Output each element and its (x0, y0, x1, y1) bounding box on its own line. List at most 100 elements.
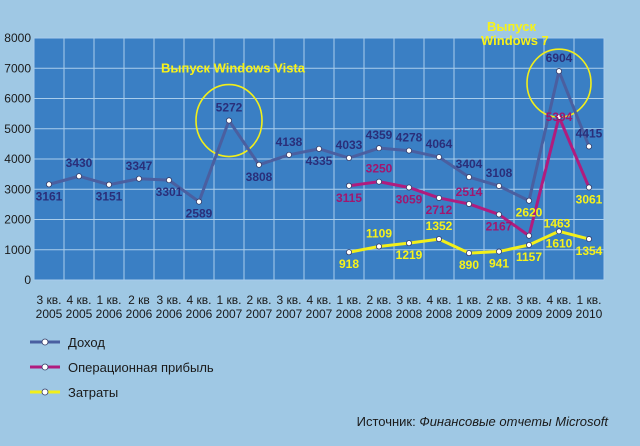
x-tick-year: 2005 (66, 307, 93, 321)
data-label-profit: 2712 (426, 203, 453, 217)
data-label-costs: 1352 (426, 219, 453, 233)
legend-swatch-marker (41, 388, 49, 396)
legend-label: Доход (68, 335, 105, 350)
x-tick-year: 2007 (216, 307, 243, 321)
gridlines (33, 37, 605, 281)
annotation-line: Windows 7 (481, 33, 549, 48)
series-point-0 (106, 181, 113, 188)
x-tick-quarter: 3 кв. (37, 293, 62, 307)
annotations: Выпуск Windows Vista Выпуск Windows 7 (161, 19, 592, 158)
series-point-0 (255, 161, 262, 168)
data-label-income: 4138 (276, 135, 303, 149)
series-point-0 (165, 177, 172, 184)
series-point-0 (526, 197, 533, 204)
x-tick-label: 3 кв. 2009 (516, 293, 543, 321)
series-point-1 (586, 184, 593, 191)
x-tick-label: 3 кв. 2005 (36, 293, 63, 321)
x-tick-label: 4 кв. 2007 (306, 293, 333, 321)
x-tick-year: 2007 (246, 307, 273, 321)
source-note: Источник: Финансовые отчеты Microsoft (357, 414, 610, 429)
series-point-2 (556, 228, 563, 235)
series-point-2 (465, 250, 472, 257)
annotation-text: Выпуск Windows Vista (161, 61, 306, 76)
x-tick-quarter: 4 кв. (427, 293, 452, 307)
y-tick-label: 6000 (4, 92, 31, 106)
x-tick-label: 1 кв. 2006 (96, 293, 123, 321)
series-point-1 (526, 232, 533, 239)
x-tick-label: 3 кв. 2008 (396, 293, 423, 321)
series-point-0 (135, 175, 142, 182)
x-tick-label: 4 кв. 2008 (426, 293, 453, 321)
series-point-1 (556, 113, 563, 120)
legend-label: Затраты (68, 385, 118, 400)
data-label-profit: 1463 (544, 217, 571, 231)
x-tick-quarter: 3 кв. (397, 293, 422, 307)
x-tick-year: 2008 (366, 307, 393, 321)
y-tick-label: 8000 (4, 31, 31, 45)
x-tick-label: 1 кв. 2010 (576, 293, 603, 321)
x-tick-year: 2007 (276, 307, 303, 321)
x-tick-year: 2009 (516, 307, 543, 321)
data-label-income: 3301 (156, 185, 183, 199)
x-tick-label: 1 кв. 2009 (456, 293, 483, 321)
x-tick-year: 2005 (36, 307, 63, 321)
annotation-ellipse (195, 83, 263, 158)
data-label-income: 4064 (426, 137, 453, 151)
data-label-income: 6904 (546, 51, 573, 65)
data-label-costs: 1109 (366, 226, 392, 240)
legend: Доход Операционная прибыль Затраты (30, 335, 214, 400)
x-tick-label: 4 кв. 2005 (66, 293, 93, 321)
legend-label: Операционная прибыль (68, 360, 214, 375)
x-tick-year: 2006 (186, 307, 213, 321)
data-label-costs: 1157 (516, 250, 542, 264)
annotation-line: Выпуск (487, 19, 536, 34)
data-label-profit: 3061 (576, 192, 603, 206)
x-tick-year: 2009 (456, 307, 483, 321)
x-tick-label: 1 кв. 2008 (336, 293, 363, 321)
x-tick-quarter: 2 кв. (247, 293, 272, 307)
x-tick-year: 2007 (306, 307, 333, 321)
series-point-2 (586, 236, 593, 243)
data-label-income: 3161 (36, 189, 63, 203)
x-tick-year: 2006 (96, 307, 123, 321)
series-point-0 (405, 147, 412, 154)
series-point-0 (315, 145, 322, 152)
data-label-income: 3347 (126, 159, 153, 173)
series-point-0 (285, 151, 292, 158)
series (46, 68, 593, 257)
x-tick-year: 2006 (156, 307, 183, 321)
series-point-0 (465, 174, 472, 181)
data-label-profit: 5394 (546, 110, 573, 124)
data-label-costs: 1610 (546, 236, 573, 250)
data-label-income: 4415 (576, 126, 603, 140)
y-tick-label: 3000 (4, 182, 31, 196)
annotation-text: Выпуск Windows 7 (481, 19, 549, 48)
x-tick-label: 1 кв. 2007 (216, 293, 243, 321)
x-tick-quarter: 3 кв. (517, 293, 542, 307)
x-tick-quarter: 2 кв (128, 293, 150, 307)
x-tick-label: 4 кв. 2009 (546, 293, 573, 321)
x-tick-quarter: 4 кв. (187, 293, 212, 307)
data-label-income: 2589 (186, 207, 213, 221)
y-tick-label: 2000 (4, 213, 31, 227)
legend-swatch-marker (41, 338, 49, 346)
legend-swatch-marker (41, 363, 49, 371)
y-tick-label: 7000 (4, 61, 31, 75)
y-tick-label: 4000 (4, 152, 31, 166)
data-label-profit: 3250 (366, 162, 393, 176)
series-point-0 (435, 154, 442, 161)
x-tick-quarter: 4 кв. (307, 293, 332, 307)
data-label-profit: 3115 (336, 191, 362, 205)
x-tick-year: 2008 (426, 307, 453, 321)
x-tick-quarter: 2 кв. (487, 293, 512, 307)
x-tick-year: 2008 (336, 307, 363, 321)
series-point-0 (495, 182, 502, 189)
x-tick-quarter: 3 кв. (157, 293, 182, 307)
x-tick-quarter: 1 кв. (337, 293, 362, 307)
series-point-2 (495, 248, 502, 255)
series-point-0 (225, 117, 232, 124)
x-tick-year: 2008 (396, 307, 423, 321)
